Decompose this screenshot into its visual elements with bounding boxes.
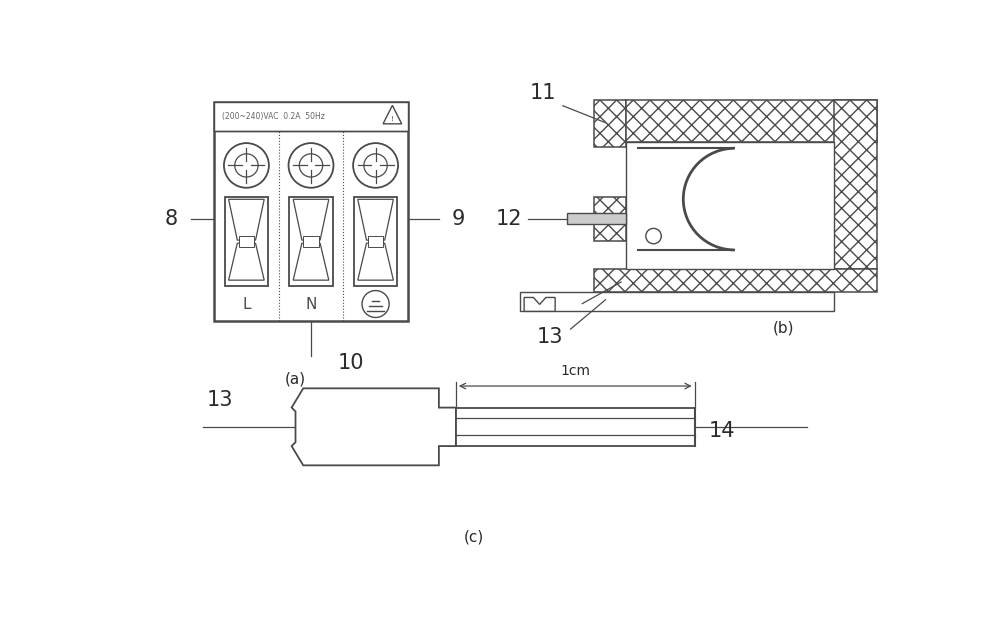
Circle shape [362, 290, 389, 317]
Bar [289, 197, 333, 286]
Bar [520, 292, 834, 311]
Text: 9: 9 [452, 209, 465, 229]
Polygon shape [358, 243, 393, 280]
Polygon shape [292, 388, 456, 465]
Bar [594, 100, 626, 147]
Text: (a): (a) [285, 371, 306, 386]
Text: 14: 14 [709, 421, 735, 440]
Bar [834, 100, 877, 269]
Text: 10: 10 [338, 353, 365, 374]
Text: 13: 13 [206, 390, 233, 410]
Text: !: ! [391, 116, 394, 122]
Polygon shape [383, 105, 402, 124]
Polygon shape [524, 297, 555, 311]
Text: 12: 12 [495, 209, 522, 229]
Text: (200~240)VAC  0.2A  50Hz: (200~240)VAC 0.2A 50Hz [222, 112, 325, 121]
Bar [626, 100, 877, 142]
Bar [594, 197, 626, 241]
Bar [594, 269, 877, 292]
Polygon shape [358, 199, 393, 240]
Text: 8: 8 [165, 209, 178, 229]
Circle shape [364, 154, 387, 177]
Text: L: L [242, 297, 251, 312]
Circle shape [646, 228, 661, 244]
Bar [626, 142, 834, 269]
Bar [214, 102, 408, 321]
Polygon shape [293, 199, 329, 240]
Text: N: N [305, 297, 317, 312]
Polygon shape [293, 243, 329, 280]
Polygon shape [229, 243, 264, 280]
Bar [225, 197, 268, 286]
Bar [368, 236, 383, 247]
Text: (b): (b) [773, 321, 794, 336]
Bar [567, 213, 626, 224]
Circle shape [289, 143, 333, 188]
Text: 11: 11 [530, 83, 557, 103]
Polygon shape [229, 199, 264, 240]
Bar [303, 236, 319, 247]
Text: 13: 13 [536, 327, 563, 347]
Bar [214, 102, 408, 131]
Text: 1cm: 1cm [560, 364, 590, 379]
Circle shape [299, 154, 323, 177]
Bar [456, 408, 695, 446]
Bar [239, 236, 254, 247]
Circle shape [224, 143, 269, 188]
Bar [354, 197, 397, 286]
Text: (c): (c) [464, 529, 484, 545]
Circle shape [353, 143, 398, 188]
Circle shape [235, 154, 258, 177]
